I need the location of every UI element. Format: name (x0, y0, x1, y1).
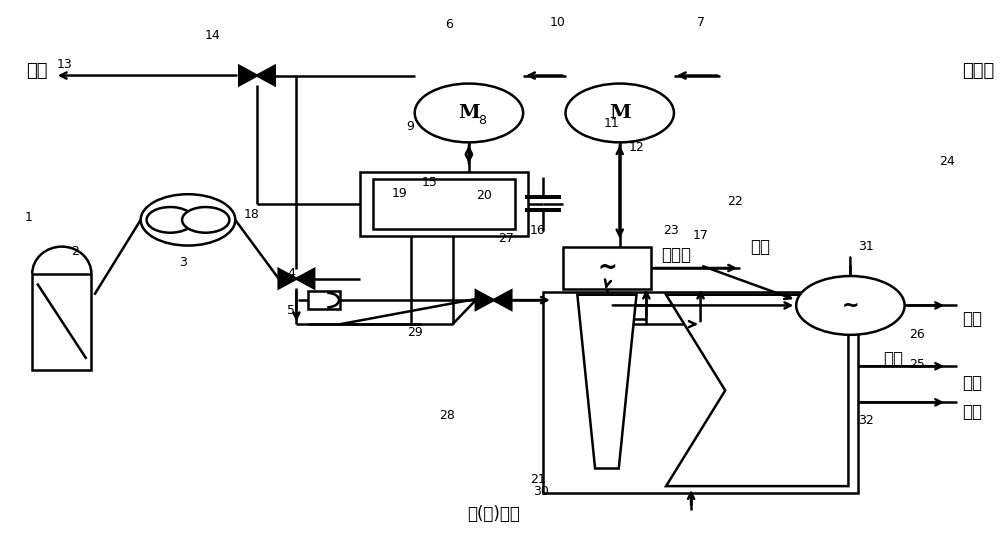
Bar (373, 178, 515, 229)
Text: 18: 18 (244, 208, 260, 221)
Polygon shape (257, 66, 275, 85)
Bar (308, 291, 340, 309)
Text: 16: 16 (530, 224, 546, 237)
Text: 废气: 废气 (883, 350, 903, 368)
Text: 31: 31 (858, 240, 874, 253)
Text: 32: 32 (858, 414, 874, 427)
Text: 28: 28 (439, 408, 455, 421)
Circle shape (147, 207, 194, 233)
Text: 22: 22 (727, 195, 743, 207)
Text: 20: 20 (476, 189, 492, 202)
Polygon shape (494, 291, 511, 310)
Circle shape (141, 194, 235, 245)
Text: ~: ~ (597, 256, 617, 280)
Text: 27: 27 (498, 232, 514, 245)
Text: 2: 2 (71, 245, 79, 258)
Text: 24: 24 (939, 154, 955, 168)
Polygon shape (279, 269, 296, 288)
Text: 10: 10 (550, 16, 566, 28)
Text: 25: 25 (909, 358, 925, 371)
Text: 热水: 热水 (27, 62, 48, 80)
Circle shape (415, 84, 523, 143)
Text: 常温水: 常温水 (661, 245, 691, 264)
Text: 15: 15 (422, 176, 437, 189)
Text: 13: 13 (57, 58, 73, 71)
Text: 1: 1 (24, 211, 32, 224)
Text: 26: 26 (910, 329, 925, 341)
Text: 11: 11 (604, 117, 620, 130)
Polygon shape (666, 295, 848, 486)
Text: 8: 8 (478, 115, 486, 128)
Text: 21: 21 (530, 473, 546, 486)
Text: 30: 30 (533, 485, 549, 498)
Text: 17: 17 (693, 229, 709, 242)
Polygon shape (239, 66, 257, 85)
Text: 冷(热)媒水: 冷(热)媒水 (467, 505, 520, 523)
Text: 冷水: 冷水 (962, 374, 982, 392)
Text: M: M (609, 104, 631, 122)
Text: ~: ~ (842, 295, 859, 315)
Text: 电力: 电力 (750, 237, 770, 256)
Text: 常温水: 常温水 (962, 62, 994, 80)
Polygon shape (296, 269, 314, 288)
Circle shape (796, 276, 905, 335)
Text: 14: 14 (205, 29, 221, 42)
Text: 7: 7 (697, 16, 705, 28)
Circle shape (566, 84, 674, 143)
Bar (543, 292, 858, 493)
Bar (563, 247, 651, 289)
Bar (360, 172, 528, 236)
Text: M: M (458, 104, 480, 122)
Text: 12: 12 (629, 141, 644, 154)
Text: 4: 4 (288, 267, 295, 280)
Text: 6: 6 (445, 18, 453, 31)
Text: 5: 5 (287, 304, 295, 317)
Text: 23: 23 (663, 224, 679, 237)
Text: 29: 29 (407, 326, 423, 339)
Text: 9: 9 (406, 120, 414, 133)
Text: 3: 3 (179, 256, 187, 269)
Circle shape (182, 207, 229, 233)
Text: 19: 19 (392, 187, 408, 199)
Text: 热水: 热水 (962, 404, 982, 421)
Polygon shape (476, 291, 494, 310)
Bar (32, 274, 91, 370)
Text: 热水: 热水 (962, 310, 982, 328)
Polygon shape (577, 295, 636, 468)
